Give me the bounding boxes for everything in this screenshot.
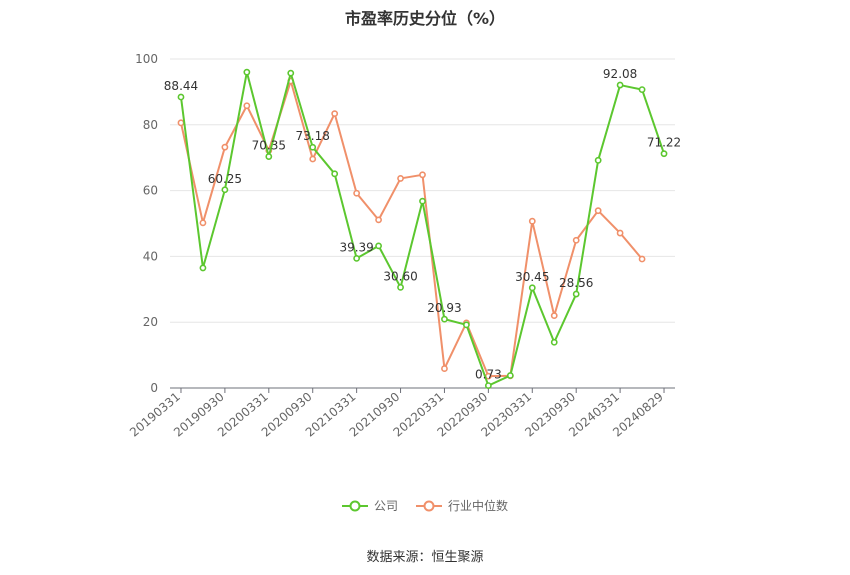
- data-point-company: [506, 372, 514, 379]
- legend-label-industry-median: 行业中位数: [448, 499, 509, 513]
- data-point-industry-median: [353, 189, 361, 197]
- data-label: 92.08: [603, 67, 637, 81]
- data-point-company: [550, 338, 558, 346]
- chart-legend: 公司 行业中位数: [0, 497, 850, 514]
- data-point-company: [441, 315, 448, 323]
- data-label: 20.93: [427, 301, 461, 315]
- data-point-industry-median: [199, 219, 207, 227]
- data-point-company: [616, 81, 624, 89]
- pe-percentile-chart: 0204060801002019033120190930202003312020…: [127, 52, 681, 440]
- data-point-company: [177, 93, 185, 101]
- legend-item-company[interactable]: 公司: [341, 497, 398, 514]
- data-point-industry-median: [243, 102, 251, 110]
- data-point-industry-median: [375, 216, 382, 224]
- data-point-company: [660, 150, 668, 158]
- data-label: 70.35: [252, 139, 286, 153]
- legend-swatch-company: [341, 500, 368, 511]
- data-point-company: [419, 197, 426, 205]
- data-label: 0.73: [475, 368, 502, 382]
- data-label: 30.45: [515, 270, 549, 284]
- data-point-industry-median: [221, 143, 229, 151]
- data-point-company: [484, 382, 492, 389]
- y-tick-label: 60: [143, 184, 158, 198]
- data-point-industry-median: [616, 229, 624, 237]
- data-point-industry-median: [331, 110, 339, 118]
- data-point-company: [331, 170, 339, 178]
- data-label: 30.60: [383, 269, 417, 283]
- data-label: 60.25: [208, 172, 242, 186]
- data-point-company: [243, 68, 251, 76]
- data-point-company: [463, 321, 470, 329]
- data-point-company: [221, 186, 229, 194]
- y-tick-label: 40: [143, 249, 158, 263]
- data-point-company: [397, 283, 404, 291]
- data-point-industry-median: [441, 365, 448, 372]
- data-label: 71.22: [647, 136, 681, 150]
- data-point-company: [309, 143, 317, 151]
- data-point-industry-median: [572, 236, 580, 244]
- data-point-company: [287, 69, 295, 77]
- data-point-company: [265, 153, 273, 160]
- data-label: 88.44: [164, 79, 198, 93]
- data-point-industry-median: [550, 312, 558, 320]
- data-point-industry-median: [177, 119, 185, 127]
- y-tick-label: 20: [143, 315, 158, 329]
- data-point-industry-median: [528, 217, 536, 225]
- data-point-company: [638, 86, 646, 93]
- data-point-industry-median: [594, 207, 602, 215]
- data-point-industry-median: [638, 255, 646, 263]
- legend-label-company: 公司: [373, 499, 398, 513]
- chart-title: 市盈率历史分位（%）: [344, 9, 506, 28]
- data-label: 73.18: [296, 129, 330, 143]
- data-point-company: [528, 284, 536, 292]
- y-tick-label: 0: [150, 381, 158, 395]
- series-line-industry-median: [180, 80, 643, 378]
- data-source-note: 数据来源：恒生聚源: [366, 550, 484, 565]
- legend-item-industry-median[interactable]: 行业中位数: [416, 497, 508, 514]
- data-label: 39.39: [339, 240, 373, 254]
- data-label: 28.56: [559, 276, 593, 290]
- y-tick-label: 100: [135, 52, 158, 66]
- data-point-industry-median: [309, 155, 317, 163]
- y-tick-label: 80: [143, 118, 158, 132]
- data-point-company: [594, 156, 602, 164]
- data-point-industry-median: [397, 175, 404, 182]
- legend-swatch-industry-median: [416, 500, 442, 511]
- data-point-company: [375, 242, 382, 250]
- data-point-company: [199, 264, 207, 272]
- data-point-company: [572, 290, 580, 298]
- data-point-industry-median: [419, 171, 426, 179]
- data-point-company: [353, 255, 361, 262]
